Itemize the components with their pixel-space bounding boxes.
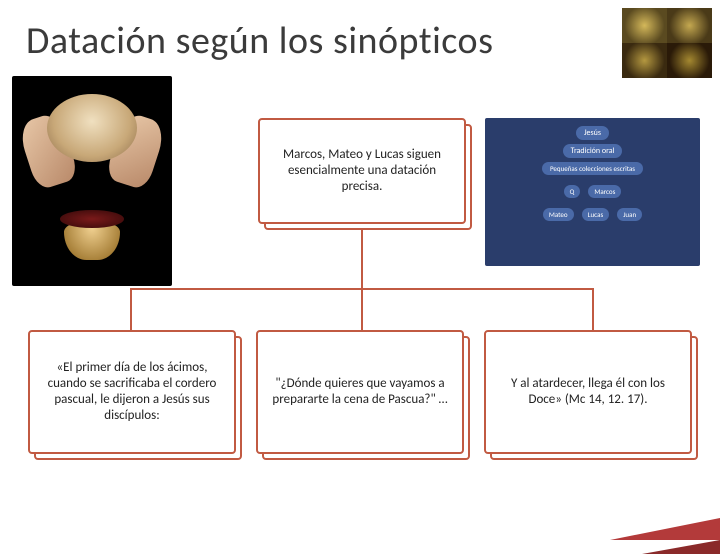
diagram-node-root: Jesús xyxy=(576,126,609,140)
quote-card-1-text: «El primer día de los ácimos, cuando se … xyxy=(42,360,222,425)
diagram-node-l1: Tradición oral xyxy=(563,144,623,158)
quote-card-2: "¿Dónde quieres que vayamos a prepararte… xyxy=(256,330,464,454)
diagram-node-juan: Juan xyxy=(617,208,642,221)
connector-drop-1 xyxy=(130,288,132,330)
quote-cards-row: «El primer día de los ácimos, cuando se … xyxy=(28,330,692,454)
eucharist-image xyxy=(12,76,172,286)
synoptic-diagram: Jesús Tradición oral Pequeñas coleccione… xyxy=(485,118,700,266)
quote-card-2-text: "¿Dónde quieres que vayamos a prepararte… xyxy=(270,376,450,409)
diagram-node-q: Q xyxy=(564,185,581,198)
connector-main-vertical xyxy=(361,228,363,288)
connector-drop-3 xyxy=(592,288,594,330)
page-title: Datación según los sinópticos xyxy=(26,18,493,64)
quote-card-1: «El primer día de los ácimos, cuando se … xyxy=(28,330,236,454)
diagram-node-lucas: Lucas xyxy=(582,208,610,221)
slide-accent-triangle xyxy=(610,518,720,540)
quote-card-3: Y al atardecer, llega él con los Doce» (… xyxy=(484,330,692,454)
diagram-node-l2: Pequeñas colecciones escritas xyxy=(542,162,643,175)
quote-card-3-text: Y al atardecer, llega él con los Doce» (… xyxy=(498,376,678,409)
connector-drop-2 xyxy=(361,288,363,330)
evangelists-icon xyxy=(622,8,712,78)
summary-card-text: Marcos, Mateo y Lucas siguen esencialmen… xyxy=(272,147,452,196)
summary-card: Marcos, Mateo y Lucas siguen esencialmen… xyxy=(258,118,466,224)
diagram-node-marcos: Marcos xyxy=(588,185,621,198)
diagram-node-mateo: Mateo xyxy=(543,208,574,221)
